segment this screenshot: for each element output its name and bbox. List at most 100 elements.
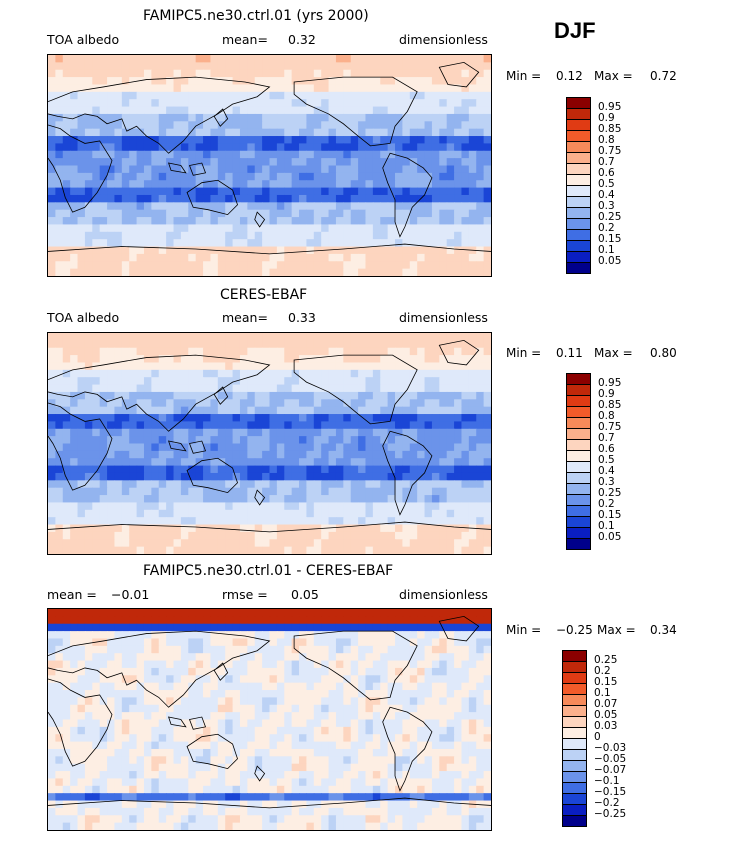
contour-cell <box>217 502 226 511</box>
contour-cell <box>107 465 116 474</box>
contour-cell <box>239 660 248 669</box>
contour-cell <box>402 172 411 181</box>
contour-cell <box>321 340 330 349</box>
contour-cell <box>166 631 175 640</box>
contour-cell <box>180 158 189 167</box>
contour-cell <box>402 623 411 632</box>
contour-cell <box>70 143 79 152</box>
contour-cell <box>454 369 463 378</box>
contour-cell <box>328 675 337 684</box>
contour-cell <box>217 645 226 654</box>
contour-cell <box>247 261 256 270</box>
contour-cell <box>409 209 418 218</box>
contour-cell <box>350 539 359 548</box>
contour-cell <box>262 69 271 78</box>
contour-cell <box>166 524 175 533</box>
contour-cell <box>387 414 396 423</box>
contour-cell <box>328 623 337 632</box>
contour-cell <box>48 150 56 159</box>
contour-cell <box>387 436 396 445</box>
contour-cell <box>92 443 101 452</box>
contour-cell <box>461 609 470 617</box>
contour-cell <box>454 421 463 430</box>
contour-cell <box>424 531 433 540</box>
contour-cell <box>84 414 93 423</box>
contour-cell <box>461 734 470 743</box>
contour-cell <box>151 355 160 364</box>
contour-cell <box>395 106 404 115</box>
contour-cell <box>247 660 256 669</box>
contour-cell <box>387 472 396 481</box>
contour-cell <box>55 99 64 108</box>
contour-cell <box>166 217 175 226</box>
contour-cell <box>210 217 219 226</box>
colorbar-tick-label: 0.15 <box>598 233 622 245</box>
contour-cell <box>402 91 411 100</box>
contour-cell <box>217 355 226 364</box>
contour-cell <box>48 384 56 393</box>
contour-cell <box>276 428 285 437</box>
contour-cell <box>365 660 374 669</box>
contour-cell <box>180 268 189 276</box>
contour-cell <box>239 128 248 137</box>
contour-cell <box>313 165 322 174</box>
contour-cell <box>225 697 234 706</box>
panel-1-min-label: Min = <box>506 69 542 83</box>
contour-cell <box>313 531 322 540</box>
contour-cell <box>476 667 485 676</box>
contour-cell <box>335 355 344 364</box>
contour-cell <box>269 609 278 617</box>
contour-cell <box>262 261 271 270</box>
panel-2-contour-field <box>48 333 491 554</box>
contour-cell <box>232 143 241 152</box>
contour-cell <box>306 502 315 511</box>
contour-cell <box>55 128 64 137</box>
contour-cell <box>299 704 308 713</box>
contour-cell <box>129 531 138 540</box>
contour-cell <box>84 136 93 145</box>
contour-cell <box>380 436 389 445</box>
contour-cell <box>254 726 263 735</box>
contour-cell <box>84 609 93 617</box>
contour-cell <box>328 465 337 474</box>
contour-cell <box>114 128 123 137</box>
contour-cell <box>143 638 152 647</box>
contour-cell <box>446 667 455 676</box>
contour-cell <box>372 194 381 203</box>
contour-cell <box>55 690 64 699</box>
contour-cell <box>284 623 293 632</box>
contour-cell <box>136 421 145 430</box>
contour-cell <box>247 450 256 459</box>
contour-cell <box>276 239 285 248</box>
contour-cell <box>313 62 322 71</box>
contour-cell <box>203 261 212 270</box>
contour-cell <box>99 253 108 262</box>
contour-cell <box>210 697 219 706</box>
contour-cell <box>239 268 248 276</box>
contour-cell <box>62 91 71 100</box>
contour-cell <box>328 391 337 400</box>
contour-cell <box>99 631 108 640</box>
contour-cell <box>402 682 411 691</box>
contour-cell <box>151 421 160 430</box>
contour-cell <box>335 399 344 408</box>
contour-cell <box>372 609 381 617</box>
contour-cell <box>395 414 404 423</box>
contour-cell <box>217 69 226 78</box>
coastline-path <box>383 153 432 236</box>
contour-cell <box>284 495 293 504</box>
contour-cell <box>107 609 116 617</box>
contour-cell <box>195 465 204 474</box>
contour-cell <box>217 128 226 137</box>
contour-cell <box>158 246 167 255</box>
contour-cell <box>173 517 182 526</box>
contour-cell <box>210 136 219 145</box>
contour-cell <box>269 495 278 504</box>
contour-cell <box>203 472 212 481</box>
contour-cell <box>335 450 344 459</box>
contour-cell <box>48 421 56 430</box>
contour-cell <box>195 524 204 533</box>
contour-cell <box>321 261 330 270</box>
contour-cell <box>461 246 470 255</box>
contour-cell <box>461 106 470 115</box>
